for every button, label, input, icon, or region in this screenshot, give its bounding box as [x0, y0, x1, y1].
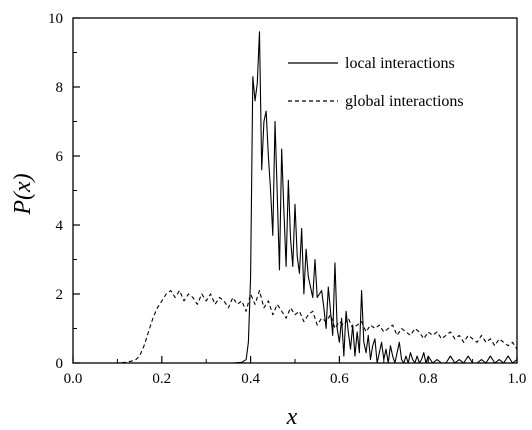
x-tick-label: 0.4	[241, 371, 260, 387]
y-axis-label: P(x)	[10, 173, 36, 215]
y-tick-label: 10	[48, 11, 63, 27]
y-axis-label-var: x	[10, 181, 36, 193]
series-layer	[73, 31, 518, 364]
x-tick-label: 0.6	[330, 371, 349, 387]
y-tick-label: 4	[56, 218, 64, 234]
series-line-global	[73, 289, 518, 364]
legend-label-global: global interactions	[345, 93, 464, 110]
legend: local interactions global interactions	[288, 55, 464, 110]
y-axis-label-open: P(	[10, 190, 36, 216]
y-axis-label-close: )	[10, 173, 36, 183]
x-axis-label: x	[286, 404, 298, 430]
x-tick-label: 0.8	[419, 371, 438, 387]
x-tick-label: 0.0	[64, 371, 83, 387]
legend-label-local: local interactions	[345, 55, 455, 72]
y-tick-label: 0	[56, 356, 64, 372]
y-tick-label: 2	[56, 287, 64, 303]
y-tick-label: 6	[56, 149, 64, 165]
series-line-local	[73, 31, 518, 364]
y-tick-label: 8	[56, 80, 64, 96]
x-tick-label: 0.2	[152, 371, 171, 387]
x-tick-label: 1.0	[508, 371, 527, 387]
